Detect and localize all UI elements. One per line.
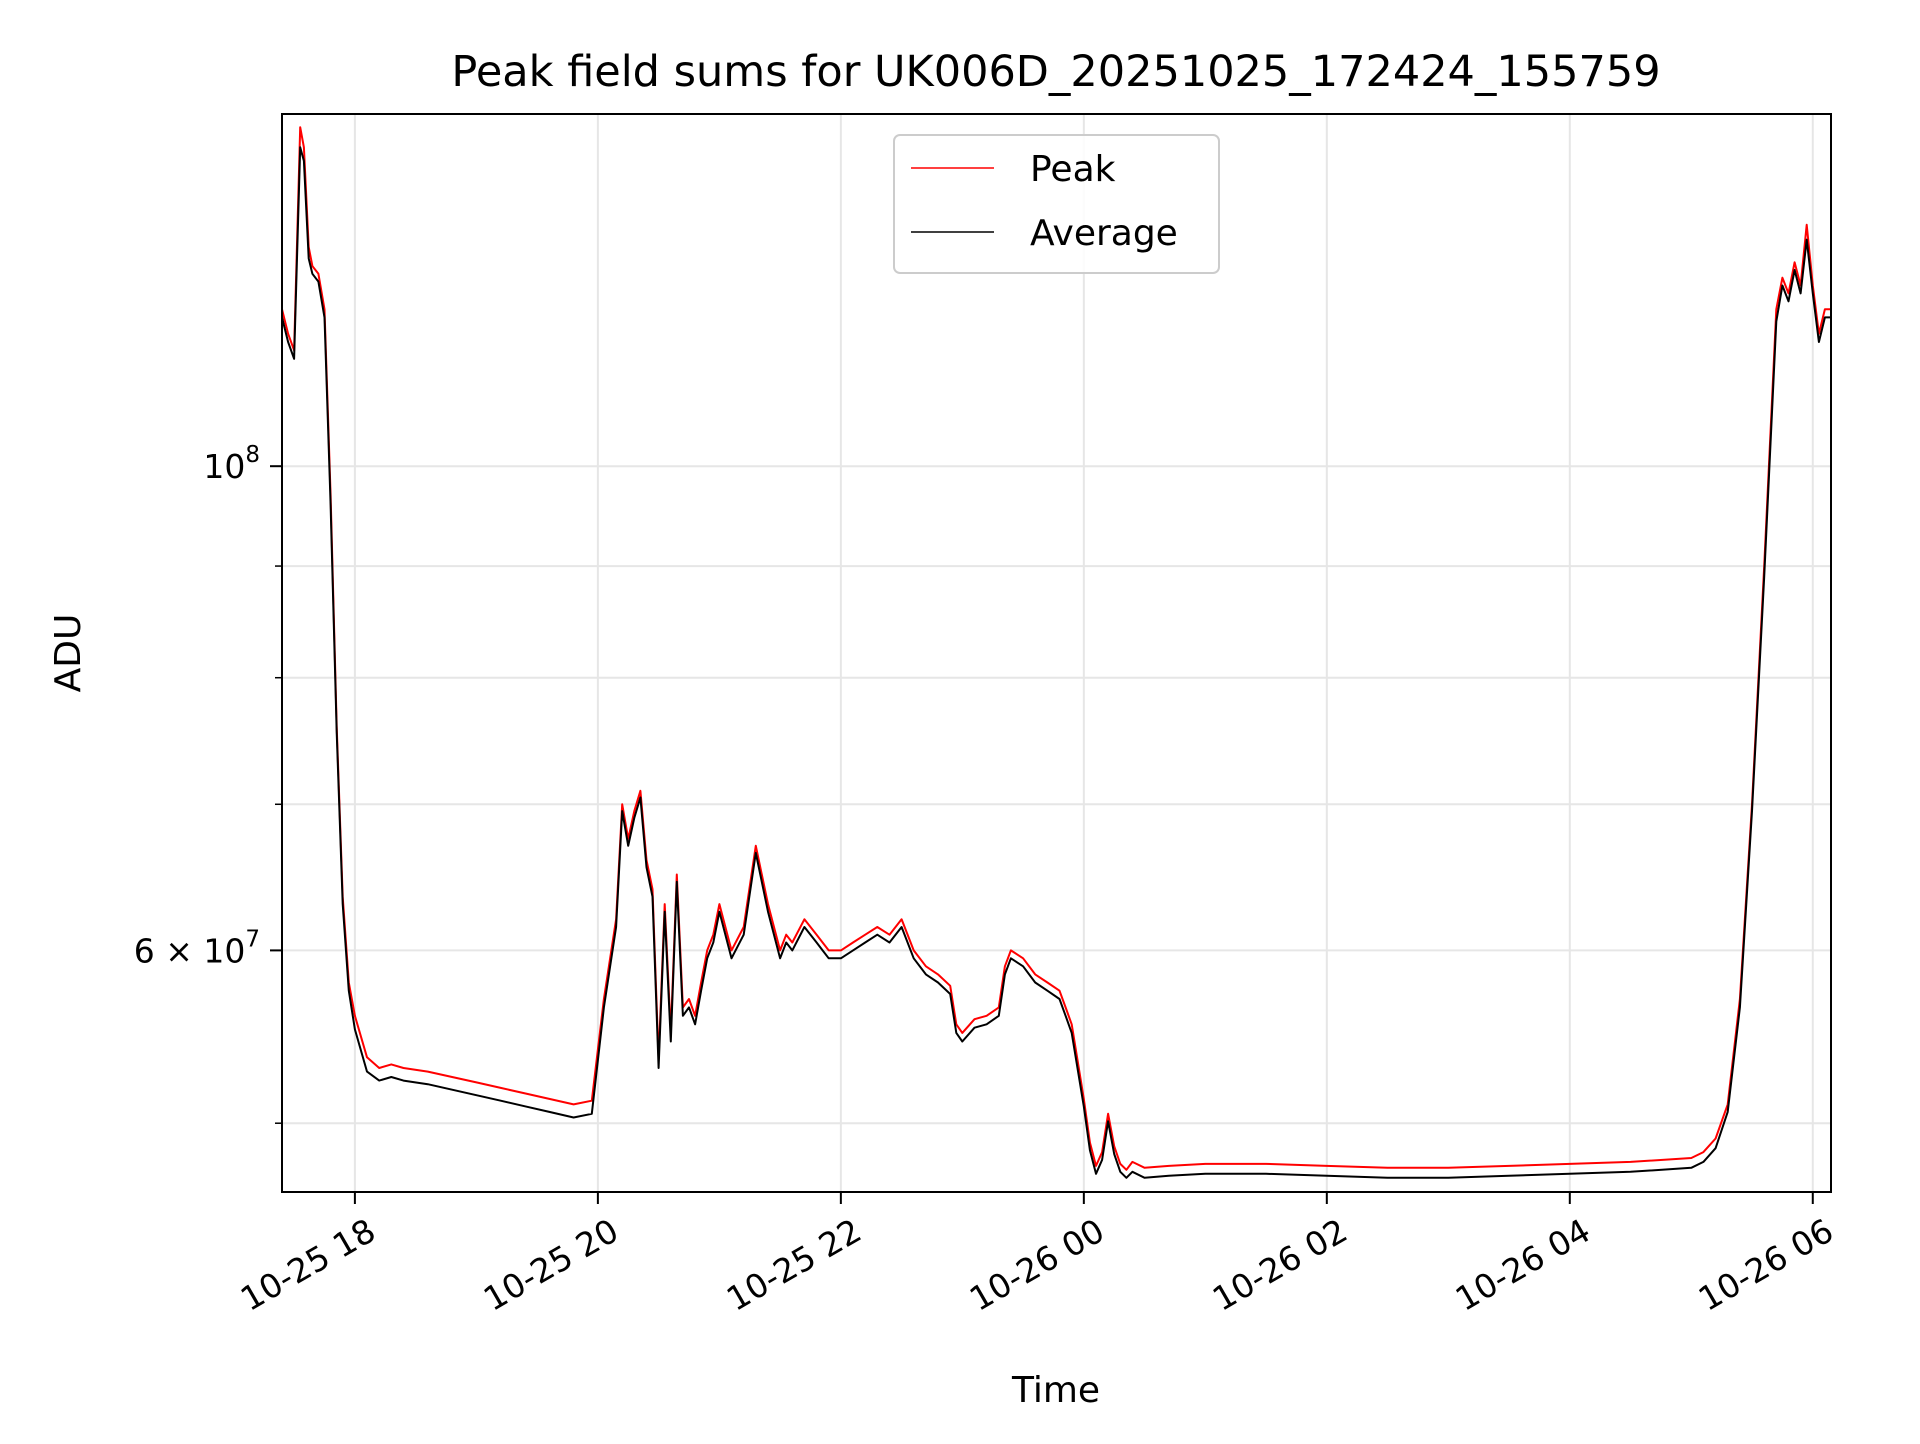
legend-label-average: Average xyxy=(1030,213,1178,254)
x-tick-label: 10-26 04 xyxy=(1449,1211,1597,1319)
x-tick-label: 10-25 18 xyxy=(234,1211,382,1319)
ticks: 10-25 18 10-25 20 10-25 22 10-26 00 10-26 02… xyxy=(134,442,1840,1319)
grid xyxy=(282,114,1831,1192)
x-tick-label: 10-26 00 xyxy=(963,1211,1111,1319)
series-line-peak xyxy=(281,126,1831,1171)
legend-label-peak: Peak xyxy=(1030,149,1116,190)
series-layer xyxy=(281,126,1831,1179)
chart-title: Peak field sums for UK006D_20251025_1724… xyxy=(451,47,1660,97)
x-tick-label: 10-26 06 xyxy=(1692,1211,1840,1319)
legend: Peak Average xyxy=(893,134,1220,274)
plot-frame xyxy=(281,113,1832,1193)
y-tick-label: 6 × 107 xyxy=(134,926,260,970)
legend-box xyxy=(893,134,1220,274)
x-axis-label: Time xyxy=(1011,1370,1100,1411)
x-tick-label: 10-25 22 xyxy=(720,1211,868,1319)
y-axis-label: ADU xyxy=(48,614,89,693)
x-tick-label: 10-25 20 xyxy=(477,1211,625,1319)
series-line-average xyxy=(281,146,1831,1179)
x-tick-label: 10-26 02 xyxy=(1206,1211,1354,1319)
y-tick-label: 108 xyxy=(203,442,260,486)
